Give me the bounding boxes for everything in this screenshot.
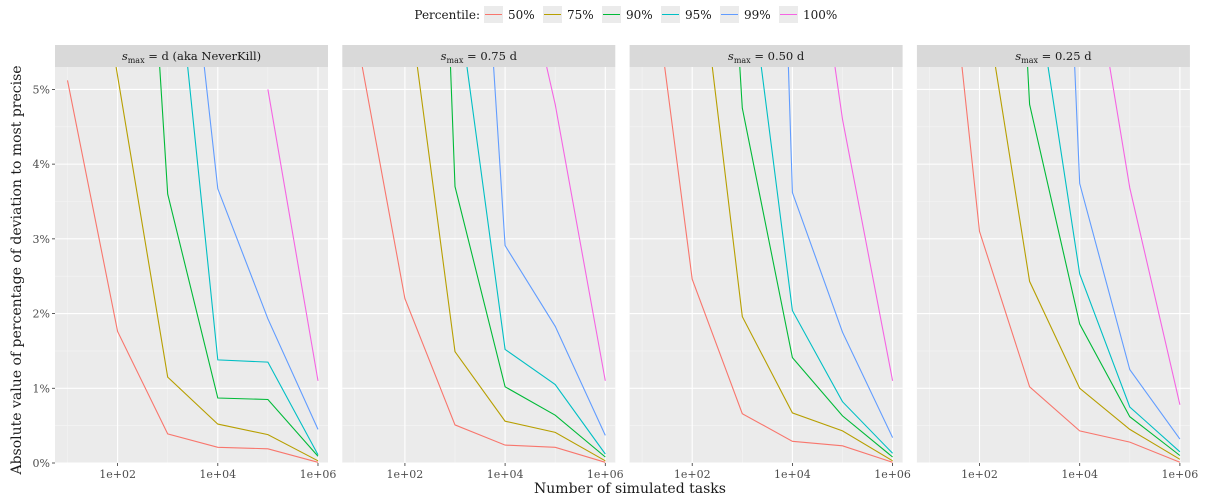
- panels: smax = d (aka NeverKill)1e+02 1e+04 1e+060…: [33, 45, 1199, 481]
- y-tick-label: 4%: [33, 158, 50, 171]
- panel-strip: [55, 45, 328, 67]
- panel-title-var: s: [728, 49, 734, 63]
- series-line-100pct: [834, 67, 894, 381]
- series-line-90pct: [739, 67, 893, 458]
- panel-title: smax = 0.75 d: [441, 49, 518, 65]
- series-line-75pct: [994, 67, 1181, 460]
- panel-strip: [916, 45, 1190, 67]
- x-tick-label: 1e+06: [874, 468, 911, 481]
- panel-title: smax = d (aka NeverKill): [122, 49, 261, 65]
- panel-background: [342, 67, 616, 463]
- legend-label: 50%: [508, 8, 535, 22]
- legend-item: 95%: [661, 6, 712, 23]
- series-line-99pct: [1074, 67, 1181, 440]
- legend-label: 95%: [685, 8, 712, 22]
- series-line-95pct: [1047, 67, 1181, 453]
- legend-label: 75%: [567, 8, 594, 22]
- panel: smax = 0.50 d 1e+02 1e+04 1e+06: [629, 45, 911, 481]
- legend-item: 75%: [543, 6, 594, 23]
- series-line-50pct: [664, 67, 893, 463]
- panel-title-sub: max: [447, 56, 464, 65]
- x-tick-label: 1e+04: [774, 468, 811, 481]
- panel-title-rest: = d (aka NeverKill): [145, 49, 262, 63]
- series-group: [664, 67, 894, 463]
- legend-item: 99%: [720, 6, 771, 23]
- legend: Percentile: 50% 75% 90% 95% 99% 100%: [414, 6, 837, 23]
- x-tick-label: 1e+02: [99, 468, 136, 481]
- series-line-90pct: [1027, 67, 1181, 456]
- y-tick-label: 3%: [33, 233, 50, 246]
- panel-title-rest: = 0.50 d: [751, 49, 805, 63]
- y-tick-label: 2%: [33, 308, 50, 321]
- x-axis-title: Number of simulated tasks: [534, 481, 726, 497]
- series-line-75pct: [115, 67, 319, 462]
- x-tick-label: 1e+06: [1162, 468, 1199, 481]
- y-axis-title: Absolute value of percentage of deviatio…: [9, 65, 25, 475]
- y-tick-label: 0%: [33, 457, 50, 470]
- series-line-100pct: [1109, 67, 1181, 405]
- panel: smax = 0.75 d 1e+02 1e+04 1e+06: [342, 45, 624, 481]
- panel-title-rest: = 0.75 d: [463, 49, 517, 63]
- series-line-100pct: [267, 89, 319, 381]
- series-line-95pct: [760, 67, 893, 454]
- series-line-50pct: [361, 67, 606, 463]
- x-tick-label: 1e+04: [1061, 468, 1098, 481]
- panel-title-sub: max: [128, 56, 145, 65]
- panel-background: [55, 67, 328, 463]
- panel-title-var: s: [122, 49, 128, 63]
- series-line-95pct: [187, 67, 319, 456]
- series-line-50pct: [66, 80, 319, 463]
- x-tick-label: 1e+02: [961, 468, 998, 481]
- x-tick-label: 1e+02: [387, 468, 424, 481]
- panel-title-rest: = 0.25 d: [1038, 49, 1092, 63]
- panel: smax = d (aka NeverKill) 1e+02 1e+04 1e+06 0…: [33, 45, 337, 481]
- panel-strip: [629, 45, 903, 67]
- series-line-75pct: [711, 67, 893, 462]
- series-line-90pct: [159, 67, 319, 457]
- series-line-50pct: [961, 67, 1181, 463]
- legend-items: 50% 75% 90% 95% 99% 100%: [484, 6, 837, 23]
- panel: smax = 0.25 d 1e+02 1e+04 1e+06: [916, 45, 1199, 481]
- panel-strip: [342, 45, 616, 67]
- x-tick-label: 1e+06: [300, 468, 337, 481]
- x-tick-label: 1e+06: [587, 468, 624, 481]
- x-tick-label: 1e+02: [674, 468, 711, 481]
- panel-title: smax = 0.25 d: [1015, 49, 1092, 65]
- x-tick-label: 1e+04: [199, 468, 236, 481]
- x-tick-label: 1e+04: [487, 468, 524, 481]
- series-line-75pct: [416, 67, 606, 462]
- series-line-90pct: [449, 67, 606, 458]
- legend-title: Percentile:: [414, 8, 480, 22]
- panel-title-var: s: [441, 49, 447, 63]
- series-group: [66, 67, 319, 463]
- panel-background: [629, 67, 903, 463]
- series-line-99pct: [787, 67, 894, 438]
- legend-item: 90%: [602, 6, 653, 23]
- series-group: [361, 67, 606, 463]
- panel-title: smax = 0.50 d: [728, 49, 805, 65]
- panel-title-sub: max: [734, 56, 751, 65]
- legend-label: 99%: [744, 8, 771, 22]
- y-tick-label: 1%: [33, 382, 50, 395]
- legend-item: 100%: [779, 6, 837, 23]
- series-group: [961, 67, 1181, 463]
- panel-title-var: s: [1015, 49, 1021, 63]
- series-line-99pct: [493, 67, 606, 436]
- panel-background: [916, 67, 1190, 463]
- series-line-99pct: [203, 67, 319, 430]
- series-line-95pct: [466, 67, 606, 455]
- series-line-100pct: [546, 67, 606, 381]
- panel-title-sub: max: [1021, 56, 1038, 65]
- legend-item: 50%: [484, 6, 535, 23]
- y-tick-label: 5%: [33, 83, 50, 96]
- legend-label: 100%: [803, 8, 837, 22]
- legend-label: 90%: [626, 8, 653, 22]
